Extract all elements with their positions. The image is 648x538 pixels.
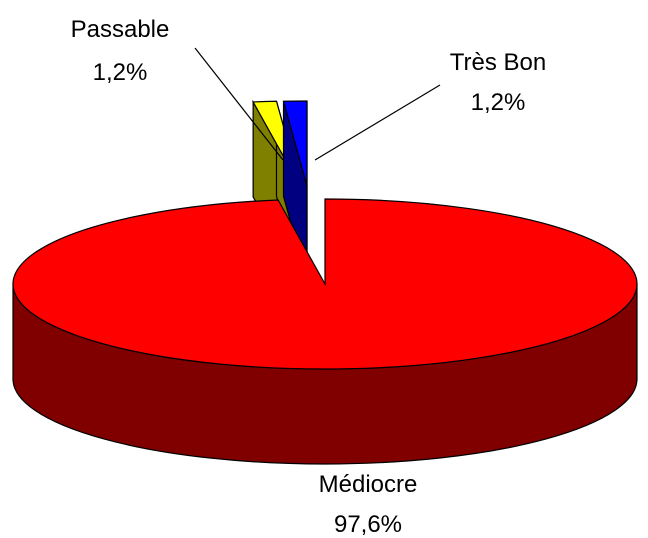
label-passable-name: Passable [71,16,170,43]
leader-line-tres-bon [314,84,441,161]
label-tres-bon-value: 1,2% [471,89,526,116]
label-passable-value: 1,2% [93,59,148,86]
label-mediocre-name: Médiocre [319,471,418,498]
slice-mediocre [12,198,638,370]
leader-line-passable [194,47,284,161]
pie-slices [12,99,638,465]
label-mediocre-value: 97,6% [334,511,402,538]
label-tres-bon-name: Très Bon [450,49,546,76]
slice-tres-bon [282,100,308,187]
